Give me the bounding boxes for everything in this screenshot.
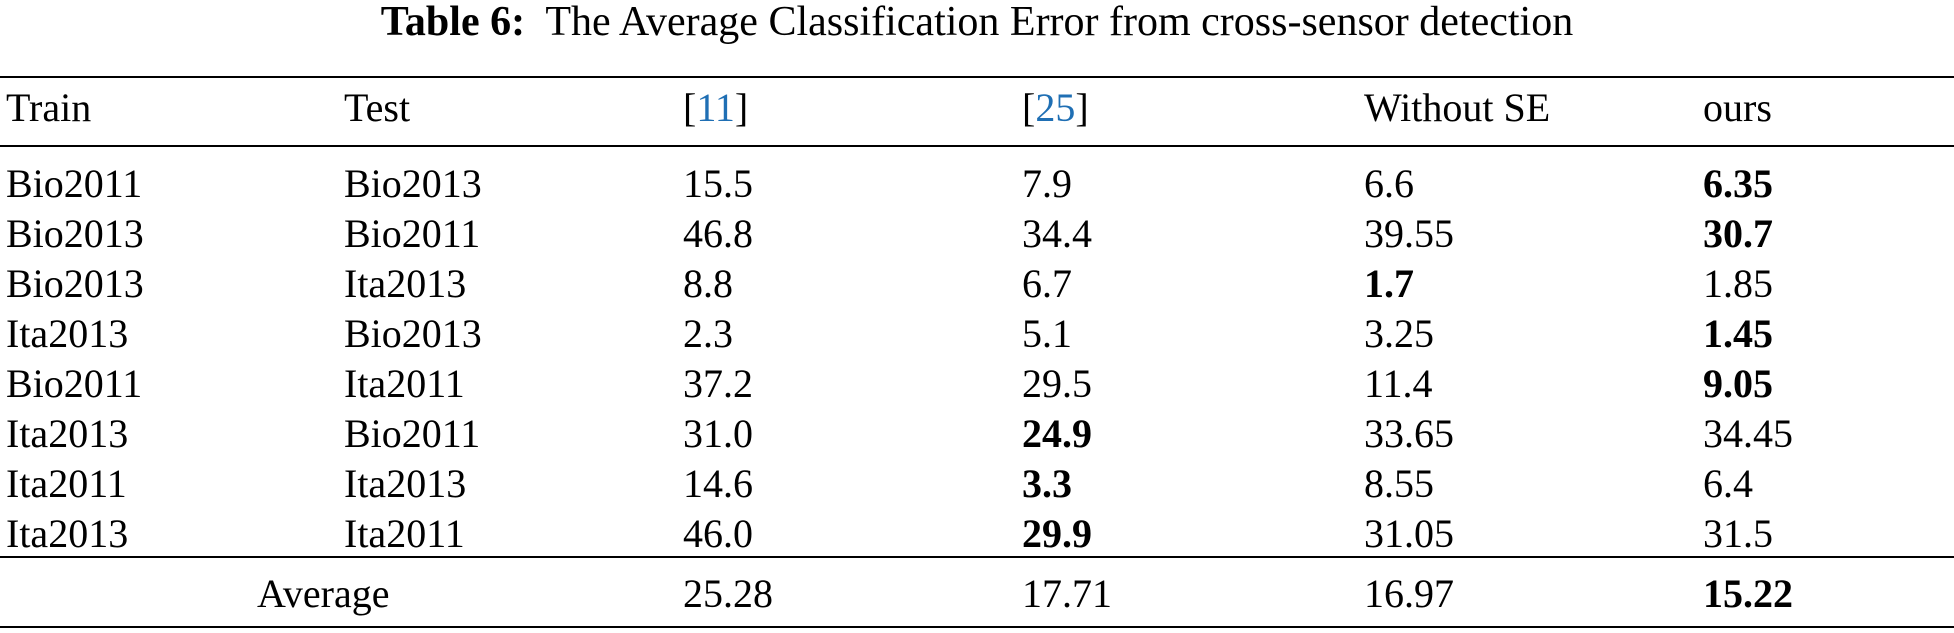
table-cell: Bio2011	[6, 161, 143, 206]
table-cell: Ita2011	[6, 461, 127, 506]
table-cell: 34.4	[1022, 211, 1092, 256]
table-caption: Table 6: The Average Classification Erro…	[0, 1, 1954, 43]
average-cell: Average	[257, 571, 390, 616]
mid-rule	[0, 556, 1954, 558]
table-cell: Bio2011	[344, 411, 481, 456]
bottom-rule	[0, 626, 1954, 628]
table-cell: 46.8	[683, 211, 753, 256]
header-rule	[0, 145, 1954, 147]
table-cell: 6.7	[1022, 261, 1072, 306]
header-text: Test	[344, 85, 411, 130]
table-cell: 15.5	[683, 161, 753, 206]
average-cell: 15.22	[1703, 571, 1793, 616]
table-cell: 24.9	[1022, 411, 1092, 456]
table-cell: Bio2013	[6, 211, 144, 256]
header-text: Train	[6, 85, 92, 130]
table-cell: 14.6	[683, 461, 753, 506]
header-cell: Without SE	[1364, 88, 1550, 128]
table-cell: Ita2013	[344, 261, 467, 306]
average-cell: 17.71	[1022, 571, 1112, 616]
table-cell: Ita2013	[6, 511, 129, 556]
table-cell: 5.1	[1022, 311, 1072, 356]
citation: 25	[1035, 85, 1076, 130]
header-text: ours	[1703, 85, 1772, 130]
header-cell: Test	[344, 88, 410, 128]
table-cell: Bio2013	[344, 161, 482, 206]
table-cell: Bio2011	[344, 211, 481, 256]
table-cell: 6.4	[1703, 461, 1753, 506]
table-cell: 31.5	[1703, 511, 1773, 556]
table-cell: 31.0	[683, 411, 753, 456]
table-cell: 39.55	[1364, 211, 1454, 256]
table-cell: 29.5	[1022, 361, 1092, 406]
header-cell: ours	[1703, 88, 1772, 128]
table-cell: Ita2011	[344, 361, 465, 406]
header-cell: [11]	[683, 88, 748, 128]
caption-label: Table 6:	[380, 0, 526, 45]
citation: 11	[696, 85, 735, 130]
table-cell: 8.55	[1364, 461, 1434, 506]
table-cell: 1.85	[1703, 261, 1773, 306]
header-cell: Train	[6, 88, 91, 128]
header-cell: [25]	[1022, 88, 1089, 128]
table-cell: 34.45	[1703, 411, 1793, 456]
table-cell: 7.9	[1022, 161, 1072, 206]
table-cell: 31.05	[1364, 511, 1454, 556]
top-rule	[0, 76, 1954, 78]
header-text: Without SE	[1364, 85, 1551, 130]
table-cell: 33.65	[1364, 411, 1454, 456]
caption-text: The Average Classification Error from cr…	[545, 0, 1574, 45]
table-cell: 37.2	[683, 361, 753, 406]
bracket: [	[1022, 85, 1036, 130]
table-cell: 3.3	[1022, 461, 1072, 506]
table-cell: Ita2013	[6, 411, 129, 456]
bracket: [	[683, 85, 697, 130]
table-cell: 6.35	[1703, 161, 1773, 206]
table-cell: 1.45	[1703, 311, 1773, 356]
table-cell: Bio2013	[6, 261, 144, 306]
average-cell: 16.97	[1364, 571, 1454, 616]
table-cell: 8.8	[683, 261, 733, 306]
table-cell: 29.9	[1022, 511, 1092, 556]
table-cell: 30.7	[1703, 211, 1773, 256]
bracket: ]	[734, 85, 749, 130]
table-cell: 6.6	[1364, 161, 1414, 206]
bracket: ]	[1075, 85, 1089, 130]
table-cell: 9.05	[1703, 361, 1773, 406]
table-cell: 2.3	[683, 311, 733, 356]
table-cell: Bio2011	[6, 361, 143, 406]
table-cell: Ita2013	[6, 311, 129, 356]
table-cell: Ita2013	[344, 461, 467, 506]
table-cell: 46.0	[683, 511, 753, 556]
table-cell: 3.25	[1364, 311, 1434, 356]
table-cell: Bio2013	[344, 311, 482, 356]
table-cell: Ita2011	[344, 511, 465, 556]
table-cell: 1.7	[1364, 261, 1414, 306]
average-cell: 25.28	[683, 571, 773, 616]
table-cell: 11.4	[1364, 361, 1433, 406]
